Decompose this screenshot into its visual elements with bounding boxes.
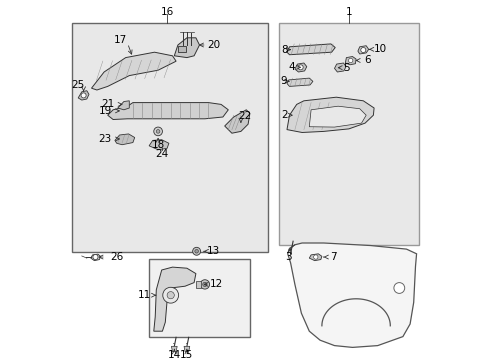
Polygon shape bbox=[153, 267, 196, 331]
Polygon shape bbox=[78, 91, 89, 100]
Polygon shape bbox=[309, 106, 366, 127]
Bar bbox=[72, 23, 267, 252]
Circle shape bbox=[81, 93, 86, 98]
Text: 11: 11 bbox=[138, 290, 151, 300]
Bar bbox=[196, 281, 201, 288]
Text: 12: 12 bbox=[210, 279, 223, 289]
Polygon shape bbox=[91, 254, 101, 261]
Polygon shape bbox=[345, 57, 355, 65]
Text: 7: 7 bbox=[330, 252, 336, 262]
Circle shape bbox=[194, 249, 198, 253]
Text: 23: 23 bbox=[98, 134, 111, 144]
Polygon shape bbox=[183, 346, 189, 352]
Circle shape bbox=[156, 130, 160, 133]
Text: 6: 6 bbox=[364, 55, 370, 66]
Circle shape bbox=[200, 280, 209, 289]
Polygon shape bbox=[286, 44, 335, 55]
Polygon shape bbox=[287, 243, 416, 347]
Circle shape bbox=[192, 247, 200, 255]
Circle shape bbox=[348, 58, 352, 63]
Circle shape bbox=[153, 127, 162, 136]
Text: 26: 26 bbox=[110, 252, 123, 262]
Bar bbox=[278, 23, 418, 245]
Text: 13: 13 bbox=[207, 246, 220, 256]
Text: 15: 15 bbox=[180, 350, 193, 360]
Circle shape bbox=[163, 287, 178, 303]
Text: 10: 10 bbox=[373, 44, 386, 54]
Polygon shape bbox=[286, 97, 373, 132]
Polygon shape bbox=[357, 46, 368, 54]
Circle shape bbox=[393, 283, 404, 293]
Circle shape bbox=[298, 65, 303, 70]
Polygon shape bbox=[309, 254, 321, 261]
Polygon shape bbox=[286, 78, 312, 86]
Circle shape bbox=[203, 282, 206, 287]
Polygon shape bbox=[224, 110, 249, 133]
Polygon shape bbox=[171, 346, 177, 352]
Circle shape bbox=[93, 255, 98, 260]
Text: 19: 19 bbox=[99, 106, 112, 116]
Polygon shape bbox=[107, 103, 228, 120]
Polygon shape bbox=[118, 101, 129, 110]
Polygon shape bbox=[334, 63, 346, 72]
Text: 20: 20 bbox=[207, 40, 220, 50]
Text: 25: 25 bbox=[71, 80, 84, 90]
Text: 3: 3 bbox=[285, 252, 291, 262]
Circle shape bbox=[360, 48, 365, 53]
Polygon shape bbox=[91, 52, 176, 90]
Polygon shape bbox=[115, 134, 134, 145]
Circle shape bbox=[167, 292, 174, 299]
Text: 9: 9 bbox=[280, 76, 287, 86]
Text: 1: 1 bbox=[345, 7, 351, 17]
Text: 16: 16 bbox=[160, 7, 173, 17]
Circle shape bbox=[313, 255, 317, 259]
Text: 2: 2 bbox=[281, 110, 287, 120]
Text: 21: 21 bbox=[101, 99, 114, 109]
Text: 4: 4 bbox=[288, 62, 295, 72]
Text: 24: 24 bbox=[155, 149, 168, 159]
Bar bbox=[178, 46, 185, 52]
Polygon shape bbox=[174, 38, 199, 58]
Text: 5: 5 bbox=[342, 63, 348, 73]
Text: 18: 18 bbox=[151, 140, 164, 150]
Polygon shape bbox=[149, 140, 168, 150]
Text: 22: 22 bbox=[237, 111, 251, 121]
Bar bbox=[149, 259, 249, 337]
Text: 14: 14 bbox=[167, 350, 181, 360]
Text: 17: 17 bbox=[113, 35, 127, 45]
Text: 8: 8 bbox=[281, 45, 287, 55]
Polygon shape bbox=[294, 63, 306, 72]
